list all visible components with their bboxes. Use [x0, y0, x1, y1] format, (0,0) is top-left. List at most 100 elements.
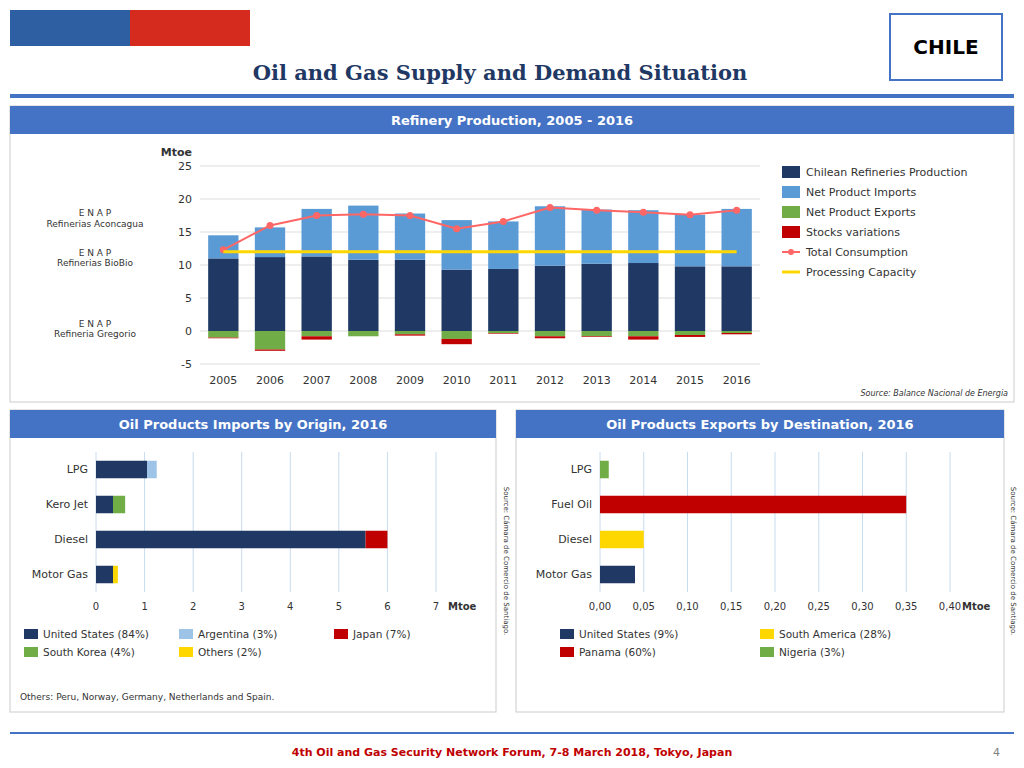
tick-label: 2009: [396, 374, 424, 387]
tick-label: 25: [178, 160, 192, 173]
bar: [675, 335, 705, 337]
bar: [906, 496, 907, 514]
marker: [733, 207, 740, 214]
bar: [208, 258, 238, 331]
grid-line: [818, 452, 819, 592]
tick-label: 2012: [536, 374, 564, 387]
footer-line: [10, 732, 1014, 734]
legend-label: United States (9%): [579, 628, 678, 640]
bar: [96, 496, 113, 514]
page: Oil and Gas Supply and Demand SituationC…: [0, 0, 1024, 768]
bar: [366, 531, 388, 549]
section-box: [516, 410, 1004, 712]
legend-swatch: [24, 629, 38, 639]
tick-label: 0,10: [676, 601, 698, 612]
footer: 4th Oil and Gas Security Network Forum, …: [292, 746, 732, 759]
legend-swatch: [782, 271, 800, 274]
bar: [582, 331, 612, 336]
bar: [156, 461, 157, 479]
axis-label: Mtoe: [448, 601, 477, 612]
tick-label: 2007: [303, 374, 331, 387]
marker: [453, 225, 460, 232]
bar: [113, 496, 125, 514]
bar: [600, 461, 609, 479]
legend: United States (84%)Argentina (3%)Japan (…: [24, 628, 410, 658]
legend-swatch: [782, 186, 800, 198]
bar: [722, 333, 752, 334]
bar: [147, 461, 157, 479]
bar: [628, 331, 658, 336]
section-header: [10, 410, 496, 438]
tick-label: Diesel: [558, 533, 592, 546]
bar: [535, 336, 565, 338]
tick-label: 4: [287, 601, 293, 612]
annotation: Others: Peru, Norway, Germany, Netherlan…: [20, 692, 274, 702]
tick-label: LPG: [571, 463, 592, 476]
legend-swatch: [788, 249, 794, 255]
tick-label: Fuel Oil: [551, 498, 592, 511]
grid-line: [193, 452, 194, 592]
bar: [255, 349, 285, 350]
bar: [600, 496, 906, 514]
plot-marks: [600, 461, 906, 584]
bar: [628, 210, 658, 263]
legend-swatch: [782, 166, 800, 178]
bar: [348, 260, 378, 331]
annotation: E N A PRefinerias BioBio: [57, 248, 133, 268]
tick-label: 0,05: [633, 601, 655, 612]
tick-label: 0,40: [939, 601, 961, 612]
tick-label: Kero Jet: [46, 498, 89, 511]
bar: [582, 336, 612, 338]
bar: [675, 331, 705, 335]
plot-marks: [208, 204, 752, 351]
legend: United States (9%)South America (28%)Pan…: [560, 628, 891, 658]
marker: [687, 211, 694, 218]
chart-title: Oil Products Imports by Origin, 2016: [119, 417, 388, 432]
bar: [348, 205, 378, 206]
legend-swatch: [760, 647, 774, 657]
grid-line: [643, 452, 644, 592]
legend-swatch: [24, 647, 38, 657]
line: [223, 208, 736, 250]
bar: [488, 269, 518, 331]
source: Source: Balance Nacional de Energia: [860, 389, 1008, 398]
bar: [535, 266, 565, 331]
marker: [500, 218, 507, 225]
grid-line: [290, 452, 291, 592]
tick-label: 2010: [443, 374, 471, 387]
legend-swatch: [782, 226, 800, 238]
bar: [635, 566, 636, 584]
grid-line: [731, 452, 732, 592]
marker: [407, 212, 414, 219]
bar: [582, 264, 612, 331]
grid-line: [950, 452, 951, 592]
tick-label: 2016: [723, 374, 751, 387]
flag: [10, 10, 130, 46]
section-header: [10, 106, 1014, 134]
bar: [96, 531, 366, 549]
legend-swatch: [782, 206, 800, 218]
axis-label: Mtoe: [962, 601, 991, 612]
legend-label: Total Consumption: [805, 246, 908, 259]
tick-label: 0: [185, 325, 192, 338]
axis-label: Mtoe: [161, 146, 192, 159]
legend: Chilean Refineries ProductionNet Product…: [782, 166, 967, 279]
bar: [395, 260, 425, 331]
y-axis: Motor GasDieselFuel OilLPG: [536, 463, 593, 581]
bar: [208, 235, 238, 258]
tick-label: 10: [178, 259, 192, 272]
bar: [628, 263, 658, 331]
legend-swatch: [760, 629, 774, 639]
tick-label: 2: [190, 601, 196, 612]
tick-label: 2006: [256, 374, 284, 387]
marker: [313, 212, 320, 219]
marker: [267, 222, 274, 229]
separator: [10, 94, 1014, 98]
x-axis: 2005200620072008200920102011201220132014…: [209, 374, 750, 387]
legend-label: Others (2%): [198, 646, 261, 658]
tick-label: 2008: [349, 374, 377, 387]
tick-label: 0,30: [851, 601, 873, 612]
legend-swatch: [179, 629, 193, 639]
tick-label: 20: [178, 193, 192, 206]
bar: [255, 331, 285, 349]
